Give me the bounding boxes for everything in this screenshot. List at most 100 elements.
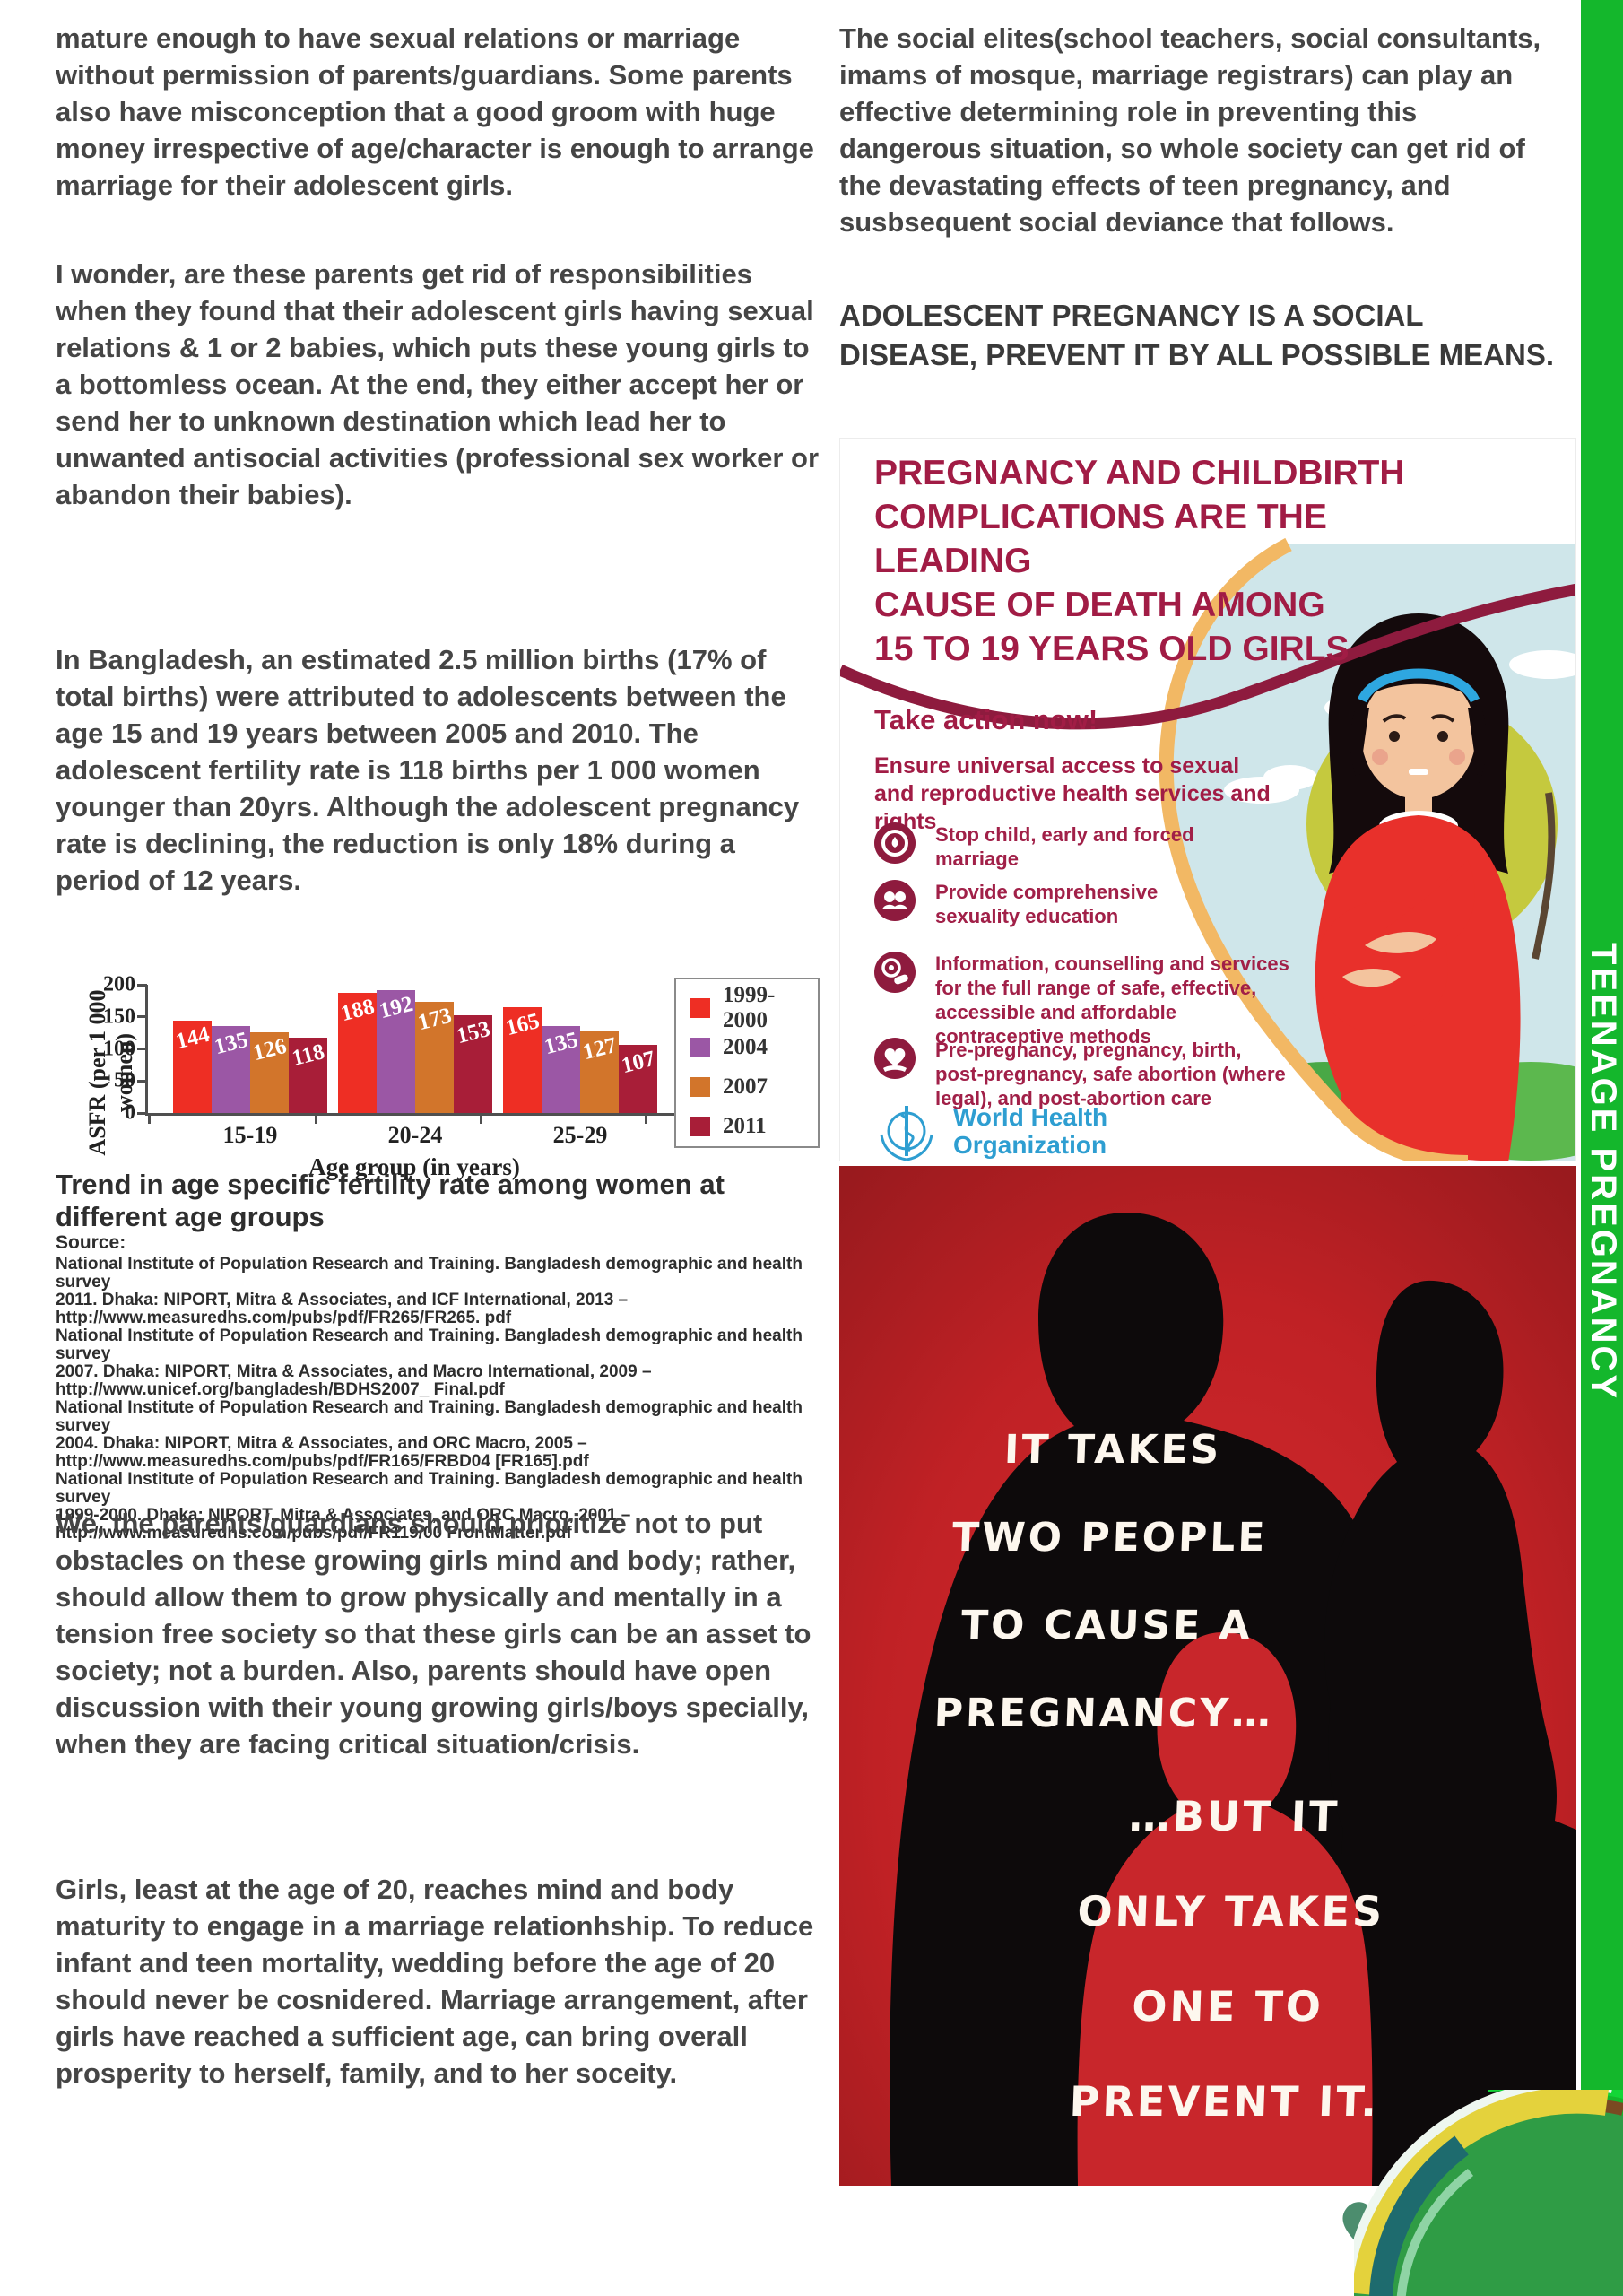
who-logo-text: World Health Organization xyxy=(953,1103,1108,1159)
bullet-text: Information, counselling and services fo… xyxy=(935,952,1289,1048)
bullet-text: Provide comprehensive sexuality educatio… xyxy=(935,881,1159,927)
woman-silhouette xyxy=(1324,1280,1576,2186)
bar-value-label: 165 xyxy=(502,1008,542,1041)
infographic-title-line: PREGNANCY AND CHILDBIRTH xyxy=(874,454,1405,492)
bar-1999-2000: 188 xyxy=(338,992,377,1113)
contraceptive-methods-icon xyxy=(874,952,916,997)
source-label: Source: xyxy=(56,1232,126,1253)
poster-line: TO CAUSE A xyxy=(960,1603,1254,1648)
bar-value-label: 118 xyxy=(289,1039,327,1071)
legend-entry: 2007 xyxy=(690,1067,818,1107)
source-line: National Institute of Population Researc… xyxy=(56,1255,803,1292)
left-paragraph-2: I wonder, are these parents get rid of r… xyxy=(56,258,820,510)
infographic-title-line: 15 TO 19 YEARS OLD GIRLS xyxy=(874,630,1350,668)
side-banner xyxy=(1581,0,1623,2296)
y-tick-mark xyxy=(137,1111,147,1115)
source-line: National Institute of Population Researc… xyxy=(56,1398,803,1435)
who-emblem-icon xyxy=(880,1106,933,1161)
y-tick-mark xyxy=(137,983,147,987)
source-line: http://www.measuredhs.com/pubs/pdf/FR165… xyxy=(56,1452,589,1471)
poster-text-cause: IT TAKES TWO PEOPLE TO CAUSE A PREGNANCY… xyxy=(905,1406,1312,1758)
infographic-title-line: COMPLICATIONS ARE THE LEADING xyxy=(874,498,1327,580)
fertility-bar-chart: ASFR (per 1 000 women) 0 50 100 150 200 144 13… xyxy=(56,958,822,1180)
infographic-bullet: Information, counselling and services fo… xyxy=(874,952,1294,1048)
bar-group: 165 135 127 107 xyxy=(503,985,657,1113)
bar-2004: 135 xyxy=(542,1026,580,1113)
chart-caption: Trend in age specific fertility rate amo… xyxy=(56,1169,725,1232)
y-tick-mark xyxy=(137,1015,147,1019)
x-tick-mark xyxy=(645,1113,647,1124)
left-paragraph-3: In Bangladesh, an estimated 2.5 million … xyxy=(56,644,800,896)
infographic-subtitle: Ensure universal access to sexual and re… xyxy=(874,753,1271,834)
legend-label: 2011 xyxy=(723,1114,767,1138)
left-paragraph-1: mature enough to have sexual relations o… xyxy=(56,22,814,201)
pregnancy-care-icon xyxy=(874,1038,916,1083)
legend-entry: 1999-2000 xyxy=(690,983,818,1032)
poster-line: ONLY TAKES xyxy=(1076,1887,1386,1935)
pregnant-girl-illustration xyxy=(1166,544,1575,1161)
source-line: National Institute of Population Researc… xyxy=(56,1470,803,1507)
legend-label: 2007 xyxy=(723,1074,768,1099)
y-tick-label: 0 xyxy=(125,1100,135,1125)
legend-swatch xyxy=(690,1077,710,1097)
x-tick-label: 25-29 xyxy=(552,1122,608,1148)
who-infographic-artwork xyxy=(840,537,1575,1161)
chart-plot-area: 0 50 100 150 200 144 135 126 118 15-19 188 192 173 15… xyxy=(103,973,686,1148)
bar-value-label: 192 xyxy=(376,991,415,1023)
x-tick-mark xyxy=(480,1113,482,1124)
bar-2011: 153 xyxy=(453,1014,492,1113)
source-line: 2007. Dhaka: NIPORT, Mitra & Associates,… xyxy=(56,1362,652,1381)
right-paragraph-1: The social elites(school teachers, socia… xyxy=(839,22,1541,238)
legend-label: 2004 xyxy=(723,1035,768,1059)
bar-value-label: 144 xyxy=(172,1022,212,1055)
pregnant-girl-red-silhouette xyxy=(1077,1632,1373,2186)
poster-line: ONE TO xyxy=(1131,1982,1324,2031)
chart-legend: 1999-2000 2004 2007 2011 xyxy=(674,978,820,1148)
infographic-bullet: Stop child, early and forced marriage xyxy=(874,822,1204,871)
infographic-cta: Take action now! xyxy=(874,704,1098,735)
bar-1999-2000: 144 xyxy=(173,1021,212,1113)
bar-2011: 118 xyxy=(289,1037,327,1113)
infographic-title: PREGNANCY AND CHILDBIRTH COMPLICATIONS AR… xyxy=(874,451,1457,671)
source-line: http://www.measuredhs.com/pubs/pdf/FR265… xyxy=(56,1309,512,1327)
infographic-bullet: Provide comprehensive sexuality educatio… xyxy=(874,880,1204,928)
bar-2004: 135 xyxy=(212,1026,250,1113)
legend-swatch xyxy=(690,1117,710,1136)
flag-corner-decoration xyxy=(1354,2090,1623,2296)
bullet-text: Stop child, early and forced marriage xyxy=(935,823,1194,870)
infographic-bullet: Pre-pregnancy, pregnancy, birth, post-pr… xyxy=(874,1038,1294,1110)
side-banner-label: TEENAGE PREGNANCY xyxy=(1584,943,1623,1402)
legend-swatch xyxy=(690,1038,710,1057)
x-tick-mark xyxy=(148,1113,151,1124)
bar-value-label: 135 xyxy=(541,1028,580,1060)
bar-value-label: 107 xyxy=(618,1046,657,1078)
bar-2007: 126 xyxy=(249,1031,289,1113)
source-line: 1999-2000. Dhaka: NIPORT, Mitra & Associ… xyxy=(56,1506,631,1525)
maroon-swoosh xyxy=(840,583,1575,730)
y-tick-mark xyxy=(137,1079,147,1083)
legend-label: 1999-2000 xyxy=(723,983,776,1032)
source-line: National Institute of Population Researc… xyxy=(56,1326,803,1363)
chart-x-axis-label: Age group (in years) xyxy=(308,1153,520,1180)
y-tick-label: 100 xyxy=(103,1037,135,1060)
x-tick-mark xyxy=(315,1113,317,1124)
bar-1999-2000: 165 xyxy=(503,1007,542,1113)
orange-curve xyxy=(1159,537,1469,1161)
poster-line: IT TAKES xyxy=(1003,1427,1223,1473)
bar-group: 144 135 126 118 xyxy=(173,985,327,1113)
bar-value-label: 126 xyxy=(249,1033,289,1066)
source-citations: National Institute of Population Researc… xyxy=(56,1256,822,1543)
bar-value-label: 135 xyxy=(211,1028,250,1060)
left-paragraph-5: Girls, least at the age of 20, reaches m… xyxy=(56,1874,814,2089)
legend-entry: 2004 xyxy=(690,1028,818,1067)
stop-marriage-icon xyxy=(874,822,916,868)
bar-value-label: 127 xyxy=(579,1033,619,1065)
who-logo: World Health Organization xyxy=(874,1099,1107,1161)
bar-value-label: 153 xyxy=(453,1016,492,1048)
y-tick-label: 200 xyxy=(103,972,135,996)
x-tick-label: 15-19 xyxy=(222,1122,278,1148)
bar-value-label: 173 xyxy=(414,1004,454,1036)
bar-2011: 107 xyxy=(618,1044,657,1113)
infographic-title-line: CAUSE OF DEATH AMONG xyxy=(874,586,1325,624)
